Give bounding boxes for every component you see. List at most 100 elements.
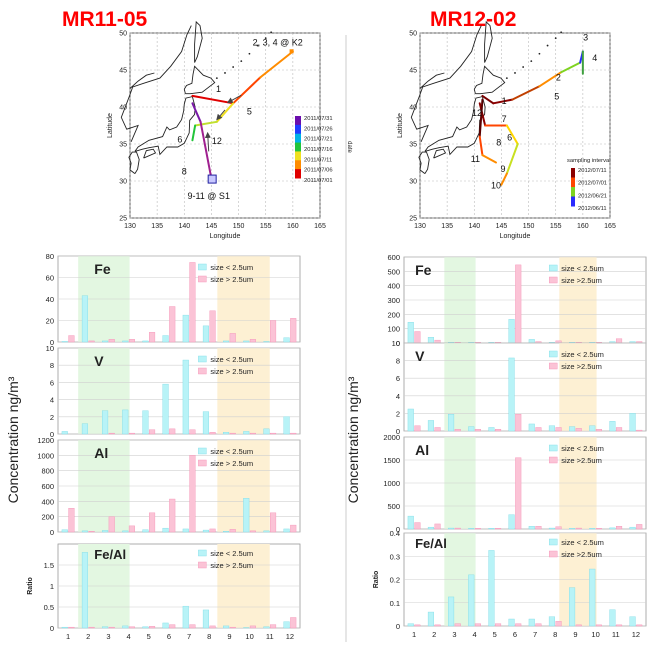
legend-entry: size > 2.5um bbox=[210, 367, 253, 376]
y-tick-label: 2000 bbox=[383, 433, 400, 442]
x-tick-label: 9 bbox=[573, 630, 577, 639]
right-legend-entry: 2012/06/11 bbox=[578, 206, 607, 212]
right-cruise-track-east bbox=[481, 94, 495, 105]
bar-fine-8 bbox=[548, 425, 555, 432]
bar-fine-9 bbox=[569, 587, 576, 627]
right-cruise-track-west bbox=[478, 98, 484, 138]
legend-entry: size > 2.5um bbox=[210, 459, 253, 468]
left-map-lat-tick: 30 bbox=[119, 179, 127, 186]
right-map-lat-tick: 50 bbox=[409, 31, 417, 38]
right-track-label: 7 bbox=[502, 114, 507, 124]
bar-fine-3 bbox=[102, 530, 109, 533]
bar-fine-1 bbox=[61, 341, 68, 343]
bar-panel-left-Fe: 0 20 40 60 80 Fe size < 2.5um size > 2.5um bbox=[46, 252, 301, 347]
bar-coarse-11 bbox=[270, 432, 277, 435]
right-coastline bbox=[484, 20, 493, 63]
bar-panel-left-Al: 0 200 400 600 800 1000 1200 Al size < 2.5um size … bbox=[37, 436, 301, 537]
left-legend-entry: 2011/07/06 bbox=[304, 168, 333, 174]
y-tick-label: 100 bbox=[387, 325, 400, 334]
bar-coarse-11 bbox=[616, 624, 623, 627]
bar-fine-10 bbox=[243, 431, 250, 435]
left-station-k2-marker bbox=[289, 49, 294, 54]
legend-entry: size < 2.5um bbox=[561, 350, 604, 359]
x-tick-label: 12 bbox=[632, 630, 640, 639]
bar-coarse-5 bbox=[495, 528, 502, 530]
right-legend-entry: 2012/06/21 bbox=[578, 193, 607, 199]
right-map-lat-tick: 40 bbox=[409, 105, 417, 112]
left-map-lon-tick: 130 bbox=[124, 223, 136, 230]
element-title: V bbox=[415, 348, 425, 364]
bar-fine-9 bbox=[569, 426, 576, 432]
bar-coarse-2 bbox=[434, 624, 441, 627]
bar-fine-6 bbox=[508, 514, 515, 530]
y-tick-label: 8 bbox=[50, 361, 54, 370]
bar-fine-7 bbox=[528, 423, 535, 432]
left-cruise-track-east bbox=[232, 76, 262, 105]
bar-fine-10 bbox=[589, 568, 596, 627]
right-track-label: 6 bbox=[507, 132, 512, 142]
bar-coarse-9 bbox=[229, 529, 236, 533]
right-map: 130 135 140 145 150 155 160 165253035404550Long… bbox=[397, 20, 616, 240]
bar-panel-right-V: 0 2 4 6 8 10 V size < 2.5um size >2.5um bbox=[392, 339, 647, 436]
right-cruise-track-south bbox=[500, 172, 508, 186]
bar-coarse-1 bbox=[414, 522, 421, 530]
y-tick-label: 1 bbox=[50, 582, 54, 591]
y-tick-label: 0 bbox=[50, 624, 54, 633]
right-map-lon-tick: 165 bbox=[604, 223, 616, 230]
bar-coarse-2 bbox=[434, 427, 441, 432]
bar-coarse-9 bbox=[229, 432, 236, 435]
bar-coarse-11 bbox=[616, 338, 623, 344]
bar-coarse-8 bbox=[555, 526, 562, 530]
right-map-ylabel: Latitude bbox=[397, 113, 404, 138]
right-cruise-track-west bbox=[481, 154, 497, 164]
bar-coarse-8 bbox=[555, 427, 562, 432]
left-track-arrow bbox=[216, 109, 226, 121]
bar-fine-3 bbox=[102, 410, 109, 435]
bar-fine-8 bbox=[548, 527, 555, 530]
right-kuril-island bbox=[514, 72, 516, 74]
bar-coarse-11 bbox=[616, 427, 623, 432]
bar-fine-10 bbox=[243, 498, 250, 533]
bar-fine-8 bbox=[202, 529, 209, 533]
y-tick-label: 600 bbox=[387, 253, 400, 262]
bar-fine-8 bbox=[548, 616, 555, 627]
bar-fine-2 bbox=[81, 530, 88, 533]
bar-fine-6 bbox=[162, 335, 169, 343]
bar-fine-6 bbox=[508, 319, 515, 344]
bar-coarse-2 bbox=[434, 339, 441, 344]
x-tick-label: 4 bbox=[472, 630, 476, 639]
right-legend-colorbar-segment bbox=[571, 196, 575, 207]
bar-fine-10 bbox=[243, 340, 250, 343]
y-tick-label: 400 bbox=[41, 497, 54, 506]
highlight-band-orange bbox=[217, 348, 270, 434]
right-kuril-island bbox=[560, 31, 563, 34]
left-map-ylabel: Latitude bbox=[107, 113, 114, 138]
bar-coarse-6 bbox=[169, 306, 176, 343]
right-track-label: 8 bbox=[496, 137, 501, 147]
bar-coarse-11 bbox=[270, 512, 277, 533]
y-tick-label: 80 bbox=[46, 252, 54, 261]
legend-swatch bbox=[549, 456, 558, 464]
x-tick-label: 1 bbox=[412, 630, 416, 639]
x-tick-label: 11 bbox=[612, 630, 620, 639]
bar-fine-9 bbox=[223, 432, 230, 435]
bar-fine-12 bbox=[283, 621, 290, 629]
legend-swatch bbox=[198, 561, 207, 569]
left-coastline bbox=[134, 96, 196, 156]
left-track-label: 1 bbox=[216, 84, 221, 94]
legend-swatch bbox=[549, 550, 558, 558]
y-tick-label: 0.2 bbox=[390, 576, 400, 585]
legend-swatch bbox=[198, 275, 207, 283]
x-tick-label: 3 bbox=[452, 630, 456, 639]
bar-coarse-8 bbox=[209, 528, 216, 533]
bar-coarse-12 bbox=[290, 432, 297, 435]
right-coastline bbox=[433, 148, 447, 159]
y-tick-label: 200 bbox=[387, 310, 400, 319]
bar-fine-6 bbox=[162, 527, 169, 533]
left-map-lon-tick: 150 bbox=[233, 223, 245, 230]
left-map-lon-tick: 160 bbox=[287, 223, 299, 230]
right-cruise-track-east bbox=[560, 61, 582, 74]
left-map-lat-tick: 35 bbox=[119, 142, 127, 149]
bar-fine-3 bbox=[102, 626, 109, 629]
